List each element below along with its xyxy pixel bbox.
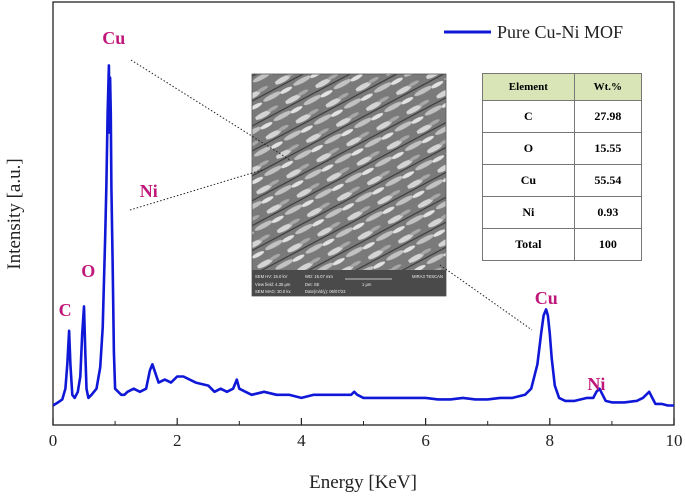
sem-inset-image: SEM HV: 15.0 kV WD: 15.07 mm MIRA3 TESCA… (251, 73, 447, 297)
leader-line-cu-l (439, 264, 533, 331)
sem-wd: WD: 15.07 mm (305, 274, 333, 279)
x-tick-label: 4 (297, 431, 306, 450)
table-cell-value: 0.93 (573, 196, 643, 229)
x-tick-label: 2 (173, 431, 182, 450)
legend: Pure Cu-Ni MOF (444, 22, 623, 42)
peak-label: C (59, 300, 72, 320)
peak-label: Ni (587, 374, 605, 394)
table-cell-element: Total (482, 228, 575, 261)
leader-lines (129, 59, 533, 331)
sem-detector: Det: SE (305, 282, 320, 287)
spectrum-line (53, 64, 674, 407)
legend-label: Pure Cu-Ni MOF (497, 22, 623, 42)
element-composition-table: Element Wt.% C 27.98 O 15.55 Cu 55.54 Ni… (482, 73, 643, 261)
table-header-row: Element Wt.% (482, 73, 643, 101)
table-header-element: Element (482, 73, 575, 101)
table-row: O 15.55 (482, 132, 643, 165)
table-row: Total 100 (482, 228, 643, 261)
peak-label: O (81, 261, 95, 281)
table-cell-element: O (482, 132, 575, 165)
sem-mag: SEM MAG: 30.0 kx (255, 289, 292, 294)
peak-label: Cu (535, 288, 558, 308)
y-axis-title: Intensity [a.u.] (4, 158, 25, 269)
sem-hv: SEM HV: 15.0 kV (255, 274, 288, 279)
x-axis-ticks (52, 418, 675, 425)
x-axis-tick-labels: 0 2 4 6 8 10 (49, 431, 683, 450)
table-cell-element: Cu (482, 164, 575, 197)
table-cell-value: 55.54 (573, 164, 643, 197)
table-header-wt: Wt.% (573, 73, 643, 101)
x-tick-label: 0 (49, 431, 58, 450)
x-tick-label: 8 (546, 431, 555, 450)
table-row: Ni 0.93 (482, 196, 643, 229)
peak-label: Cu (102, 28, 125, 48)
sem-scale-label: 1 μm (362, 282, 372, 287)
table-row: C 27.98 (482, 100, 643, 133)
table-cell-element: Ni (482, 196, 575, 229)
table-cell-value: 15.55 (573, 132, 643, 165)
sem-date: Date(m/d/y): 06/07/23 (305, 289, 346, 294)
table-cell-element: C (482, 100, 575, 133)
sem-viewfield: View field: 4.35 μm (255, 282, 291, 287)
x-axis-title: Energy [KeV] (309, 472, 417, 493)
table-cell-value: 100 (573, 228, 643, 261)
x-tick-label: 10 (666, 431, 683, 450)
sem-brand: MIRA3 TESCAN (412, 274, 443, 279)
x-tick-label: 6 (421, 431, 430, 450)
peak-label: Ni (140, 181, 158, 201)
table-row: Cu 55.54 (482, 164, 643, 197)
table-cell-value: 27.98 (573, 100, 643, 133)
